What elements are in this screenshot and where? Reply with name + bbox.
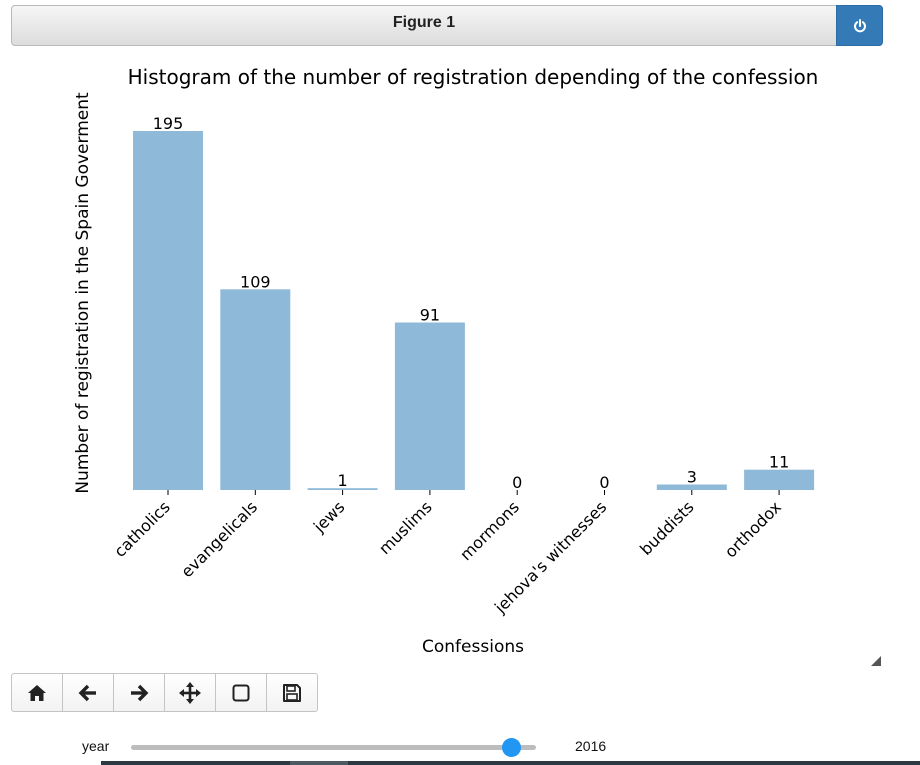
data-label-1: 109 <box>240 272 271 291</box>
back-button[interactable] <box>62 673 114 712</box>
data-label-2: 1 <box>338 471 348 490</box>
bar-3 <box>394 322 465 490</box>
bar-1 <box>220 289 291 490</box>
figure-title-bar: Figure 1 <box>11 5 883 46</box>
data-label-6: 3 <box>687 468 697 487</box>
move-icon <box>179 681 201 704</box>
home-button[interactable] <box>11 673 63 712</box>
data-label-3: 91 <box>420 306 440 325</box>
slider-label: year <box>82 738 110 754</box>
bottom-taskbar-highlight <box>290 761 348 765</box>
chart-title: Histogram of the number of registration … <box>128 65 819 89</box>
bar-0 <box>133 131 203 490</box>
save-button[interactable] <box>266 673 318 712</box>
bottom-taskbar-strip <box>101 761 920 765</box>
zoom-button[interactable] <box>215 673 267 712</box>
bars-layer: 195 catholics 109 evangelicals 1 jews 91 muslim… <box>110 114 815 618</box>
arrow-right-icon <box>131 684 149 701</box>
x-tick-label-6: buddists <box>636 497 698 559</box>
home-icon <box>28 684 46 701</box>
data-label-0: 195 <box>153 114 184 133</box>
floppy-disk-icon <box>283 683 301 702</box>
year-slider-track[interactable] <box>131 745 536 750</box>
navigation-toolbar <box>11 673 318 714</box>
y-axis-label: Number of registration in the Spain Gove… <box>73 92 93 494</box>
arrow-left-icon <box>78 684 96 701</box>
x-tick-label-7: orthodox <box>721 497 785 561</box>
x-axis-label: Confessions <box>422 637 524 657</box>
data-label-7: 11 <box>769 453 789 472</box>
figure-title: Figure 1 <box>392 14 456 31</box>
square-icon <box>232 684 250 701</box>
year-slider-thumb[interactable] <box>502 738 522 757</box>
bar-2 <box>307 488 378 490</box>
bar-chart: Histogram of the number of registration … <box>73 65 819 657</box>
resize-grip-icon[interactable] <box>871 656 881 666</box>
pan-button[interactable] <box>164 673 216 712</box>
bar-7 <box>744 469 815 490</box>
data-label-4: 0 <box>512 473 522 492</box>
x-tick-label-4: mormons <box>456 497 523 564</box>
x-tick-label-2: jews <box>309 497 348 536</box>
data-label-5: 0 <box>599 473 609 492</box>
close-figure-button[interactable] <box>836 5 883 46</box>
slider-value: 2016 <box>575 738 607 754</box>
power-icon <box>853 18 866 32</box>
x-tick-label-1: evangelicals <box>177 497 261 581</box>
x-tick-label-3: muslims <box>375 497 436 558</box>
x-tick-label-0: catholics <box>110 497 174 561</box>
forward-button[interactable] <box>113 673 165 712</box>
bar-6 <box>656 484 727 490</box>
